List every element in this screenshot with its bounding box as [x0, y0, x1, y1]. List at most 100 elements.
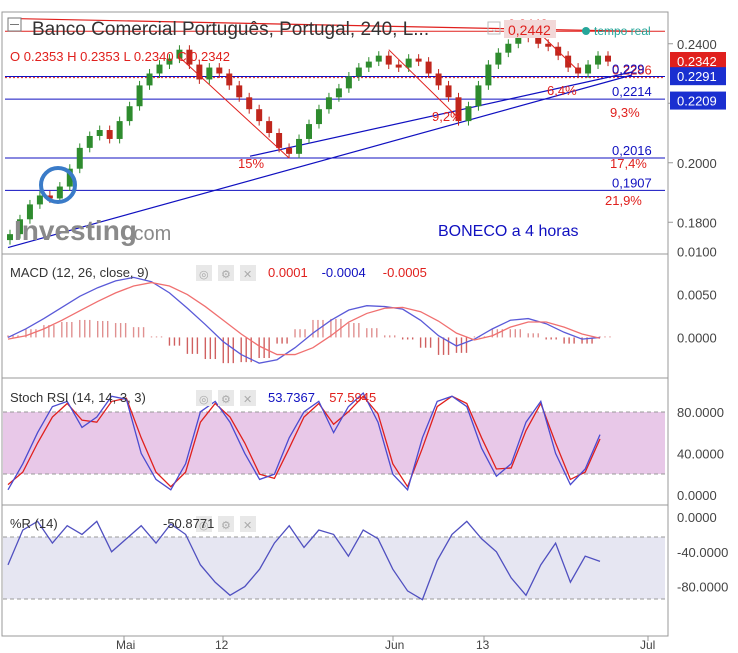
- stoch-overbought-band: [3, 412, 665, 474]
- candle: [365, 61, 372, 68]
- top-price: 0,2442: [508, 22, 551, 38]
- eye-icon[interactable]: [196, 390, 212, 406]
- eye-icon[interactable]: [196, 265, 212, 281]
- svg-text:✕: ✕: [243, 269, 252, 281]
- support-trendline: [7, 74, 633, 249]
- macd-panel[interactable]: 0.0100 0.0050 0.0000 MACD (12, 26, close, 9…: [7, 245, 717, 364]
- candle: [46, 195, 53, 199]
- close-icon[interactable]: [240, 390, 256, 406]
- drop-line: [388, 49, 459, 119]
- stoch-rsi-panel[interactable]: 80.0000 40.0000 0.0000 Stoch RSI (14, 14, 3…: [7, 390, 724, 503]
- settings-icon[interactable]: [218, 265, 234, 281]
- price-badge: [670, 91, 726, 110]
- candle: [565, 55, 572, 68]
- candle: [146, 73, 153, 86]
- svg-text:◎: ◎: [199, 520, 209, 532]
- candle: [605, 55, 611, 62]
- stoch-d-line: [7, 395, 601, 489]
- visibility-icon[interactable]: ⌄: [487, 21, 501, 35]
- candle: [495, 52, 502, 65]
- candle: [86, 135, 93, 148]
- indicator-value: 0.0001: [268, 265, 308, 280]
- live-dot-icon: [582, 27, 590, 35]
- price-tick-label: 0.2400: [677, 37, 717, 52]
- settings-icon[interactable]: [218, 516, 234, 532]
- drop-line: [537, 31, 579, 71]
- price-badge: [670, 67, 726, 86]
- settings-icon[interactable]: [218, 390, 234, 406]
- candle: [136, 85, 143, 107]
- stoch-k-line: [7, 392, 601, 492]
- candle: [256, 109, 263, 122]
- price-tick-label: 0.2000: [677, 156, 717, 171]
- candle: [355, 67, 362, 77]
- candle: [455, 97, 462, 122]
- stoch-tick-label: 0.0000: [677, 488, 717, 503]
- indicator-value: -0.0005: [383, 265, 427, 280]
- support-trendline-2: [249, 71, 633, 157]
- svg-text:⚙: ⚙: [221, 520, 231, 532]
- close-icon[interactable]: [240, 516, 256, 532]
- candle: [156, 64, 163, 74]
- candle: [325, 97, 332, 110]
- williams-r-line: [7, 520, 601, 601]
- macd-tick-label: 0.0050: [677, 288, 717, 303]
- candle: [36, 195, 43, 205]
- candle: [335, 88, 342, 98]
- top-price-bg: [504, 20, 556, 38]
- candle: [405, 58, 412, 68]
- indicator-value: -50.8771: [163, 516, 214, 531]
- candle: [7, 234, 13, 241]
- svg-text:⌄: ⌄: [490, 24, 498, 35]
- candle: [465, 106, 472, 122]
- candle: [515, 34, 522, 44]
- svg-text:✕: ✕: [243, 520, 252, 532]
- investing-logo: Investing .com: [14, 215, 171, 246]
- candle: [395, 64, 402, 68]
- price-badge-label: 0.2209: [677, 94, 717, 109]
- candle: [26, 204, 33, 220]
- close-icon[interactable]: [240, 265, 256, 281]
- candle: [66, 168, 73, 187]
- candle: [345, 76, 352, 89]
- williams-r-panel[interactable]: 0.0000 -40.0000 -80.0000 %R (14) ◎ ⚙ ✕ -50.8771: [7, 510, 728, 601]
- wr-band: [3, 537, 665, 599]
- candle: [375, 55, 382, 62]
- candle: [56, 186, 63, 199]
- svg-text:Investing: Investing: [14, 215, 137, 246]
- percent-label: 9,2%: [432, 109, 462, 124]
- price-badge-label: 0.2291: [677, 69, 717, 84]
- candle: [186, 49, 193, 65]
- candle: [206, 67, 213, 80]
- live-label: tempo real: [594, 24, 651, 38]
- time-tick-label: Jun: [385, 638, 404, 652]
- level-label: 0,229: [612, 61, 645, 76]
- highlight-circle: [39, 166, 77, 204]
- wr-tick-label: 0.0000: [677, 510, 717, 525]
- indicator-title: MACD (12, 26, close, 9): [10, 265, 149, 280]
- eye-icon[interactable]: [196, 516, 212, 532]
- stoch-tick-label: 80.0000: [677, 405, 724, 420]
- price-tick-label: 0.1800: [677, 215, 717, 230]
- time-axis[interactable]: Mai 12 Jun 13 Jul: [116, 636, 655, 652]
- percent-label: 17,4%: [610, 156, 647, 171]
- ohlc-readout: O 0.2353 H 0.2353 L 0.2340 C 0.2342: [10, 49, 230, 64]
- candle: [595, 55, 602, 65]
- candle: [296, 138, 303, 154]
- level-label: 0,1907: [612, 175, 652, 190]
- price-axis[interactable]: 0.24000.22000.20000.18000.23420.22910.22…: [668, 37, 726, 231]
- candle: [216, 67, 223, 74]
- wr-tick-label: -80.0000: [677, 580, 728, 595]
- price-badge: [670, 52, 726, 71]
- percent-label: 21,9%: [605, 193, 642, 208]
- candle: [226, 73, 233, 86]
- candle: [116, 121, 123, 139]
- drop-line: [179, 56, 290, 159]
- level-label: 0,2016: [612, 143, 652, 158]
- candle: [166, 58, 173, 65]
- candle: [445, 85, 452, 98]
- svg-text:⚙: ⚙: [221, 394, 231, 406]
- percent-label: 9,3%: [610, 105, 640, 120]
- signal-line: [7, 281, 601, 356]
